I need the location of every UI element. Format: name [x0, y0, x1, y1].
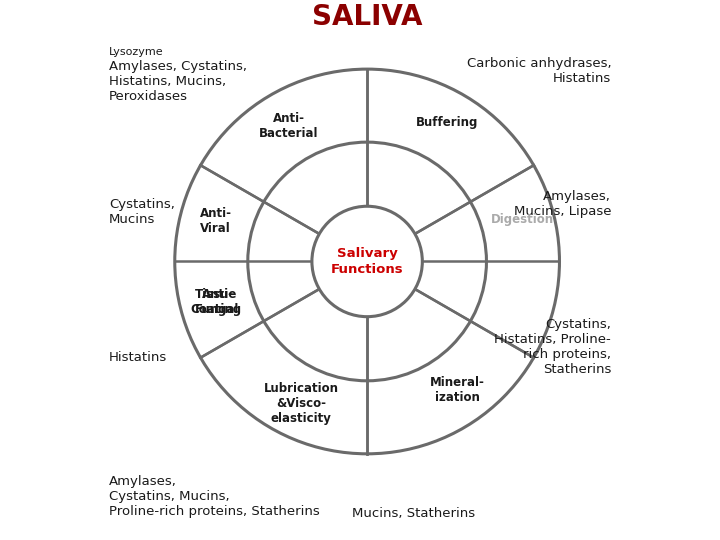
- Text: Buffering: Buffering: [416, 116, 479, 129]
- Text: Lubrication
&Visco-
elasticity: Lubrication &Visco- elasticity: [264, 382, 338, 425]
- Text: Histatins: Histatins: [109, 351, 167, 364]
- Text: Digestion: Digestion: [490, 213, 554, 226]
- Text: Salivary
Functions: Salivary Functions: [330, 247, 403, 276]
- Text: Mineral-
ization: Mineral- ization: [430, 376, 485, 404]
- Text: Anti-
Bacterial: Anti- Bacterial: [259, 112, 318, 140]
- Circle shape: [312, 206, 423, 316]
- Text: Carbonic anhydrases,
Histatins: Carbonic anhydrases, Histatins: [467, 57, 611, 85]
- Text: Lysozyme: Lysozyme: [109, 46, 163, 57]
- Circle shape: [248, 142, 487, 381]
- Text: Tissue
Coating: Tissue Coating: [190, 288, 241, 316]
- Text: Amylases, Cystatins,
Histatins, Mucins,
Peroxidases: Amylases, Cystatins, Histatins, Mucins, …: [109, 60, 247, 103]
- Text: Cystatins,
Mucins: Cystatins, Mucins: [109, 198, 175, 226]
- Text: Anti-
Fungal: Anti- Fungal: [195, 288, 240, 315]
- Text: Mucins, Statherins: Mucins, Statherins: [352, 507, 475, 520]
- Text: SALIVA: SALIVA: [312, 3, 423, 31]
- FancyBboxPatch shape: [102, 0, 618, 540]
- Text: Cystatins,
Histatins, Proline-
rich proteins,
Statherins: Cystatins, Histatins, Proline- rich prot…: [495, 318, 611, 376]
- Text: Anti-
Viral: Anti- Viral: [199, 207, 232, 235]
- Text: Amylases,
Mucins, Lipase: Amylases, Mucins, Lipase: [513, 191, 611, 219]
- Circle shape: [175, 69, 559, 454]
- Text: Amylases,
Cystatins, Mucins,
Proline-rich proteins, Statherins: Amylases, Cystatins, Mucins, Proline-ric…: [109, 475, 320, 518]
